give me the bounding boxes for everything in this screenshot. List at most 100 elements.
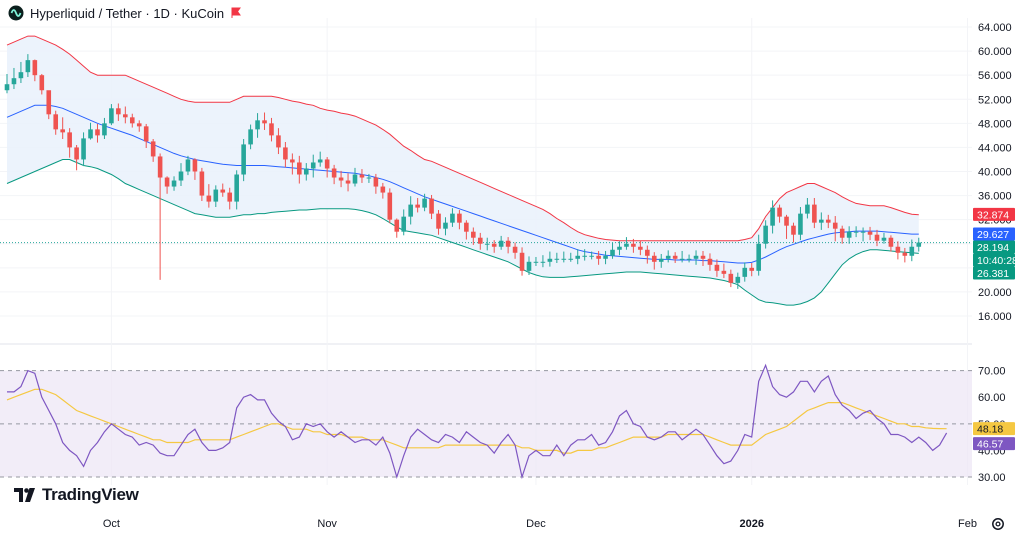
candle-body xyxy=(484,243,490,245)
candle-body xyxy=(102,123,107,136)
candle-body xyxy=(317,159,323,163)
candle-body xyxy=(338,177,344,181)
candle-body xyxy=(436,213,441,229)
candle-body xyxy=(290,159,295,163)
candle-body xyxy=(116,108,121,115)
candle-body xyxy=(505,240,511,247)
candle-body xyxy=(881,237,887,241)
candle-body xyxy=(234,174,239,202)
candle-body xyxy=(665,255,671,259)
candle-body xyxy=(171,180,177,187)
candle-body xyxy=(422,198,427,208)
candle-body xyxy=(512,246,518,253)
candle-body xyxy=(67,132,72,148)
candle-body xyxy=(582,255,587,257)
candle-body xyxy=(902,252,908,256)
candle-body xyxy=(178,171,184,181)
candle-body xyxy=(651,255,657,262)
candle-body xyxy=(519,252,525,271)
axis-badge-label: 32.874 xyxy=(977,209,1009,221)
candle-body xyxy=(874,234,880,241)
chart-header: Hyperliquid / Tether · 1D · KuCoin xyxy=(8,4,242,22)
candle-body xyxy=(387,192,393,220)
axis-badge-label: 48.18 xyxy=(977,424,1003,436)
candle-body xyxy=(283,147,288,160)
candle-body xyxy=(777,207,782,217)
candle-body xyxy=(394,219,400,232)
candle-body xyxy=(220,189,226,193)
time-tick-label: Feb xyxy=(958,518,977,530)
candle-body xyxy=(373,177,379,187)
candle-body xyxy=(269,123,274,136)
candle-body xyxy=(471,231,476,238)
candle-body xyxy=(415,204,420,208)
candle-body xyxy=(721,270,727,274)
candle-body xyxy=(658,258,664,262)
candle-body xyxy=(255,120,260,130)
axis-badge: 48.18 xyxy=(973,422,1015,436)
chart-title: Hyperliquid / Tether · 1D · KuCoin xyxy=(30,5,225,21)
candle-body xyxy=(763,225,768,244)
price-tick-label: 44.000 xyxy=(978,142,1012,154)
price-tick-label: 20.000 xyxy=(978,287,1012,299)
candle-body xyxy=(596,255,601,259)
candle-body xyxy=(129,117,135,124)
candle-body xyxy=(74,147,79,160)
candle-body xyxy=(380,186,386,193)
rsi-tick-label: 70.00 xyxy=(978,366,1006,378)
axis-badge: 29.627 xyxy=(973,227,1015,241)
tradingview-logo[interactable]: TradingView xyxy=(14,485,139,505)
rsi-tick-label: 30.00 xyxy=(978,472,1006,484)
axis-badge-label: 46.57 xyxy=(977,439,1003,451)
candle-body xyxy=(81,138,86,160)
candle-body xyxy=(206,195,212,202)
candle-body xyxy=(331,168,337,178)
candle-body xyxy=(805,204,810,214)
axis-badge-label: 26.381 xyxy=(977,268,1009,280)
candle-body xyxy=(359,174,365,178)
candle-body xyxy=(645,249,650,256)
price-tick-label: 16.000 xyxy=(978,311,1012,323)
candle-body xyxy=(262,120,267,124)
price-tick-label: 60.000 xyxy=(978,46,1012,58)
time-tick-label: Dec xyxy=(526,518,546,530)
candle-body xyxy=(770,207,775,226)
candle-body xyxy=(728,273,734,283)
candle-body xyxy=(303,168,309,175)
candle-body xyxy=(916,242,922,247)
axis-badge-bg xyxy=(973,227,1015,241)
gear-icon[interactable] xyxy=(990,516,1006,532)
candle-body xyxy=(95,129,100,136)
candle-body xyxy=(46,90,52,115)
candle-body xyxy=(547,258,553,262)
axis-badge-label: 29.627 xyxy=(977,229,1009,241)
candle-body xyxy=(679,258,685,260)
bollinger-lower-line xyxy=(6,159,919,306)
candle-body xyxy=(477,237,483,244)
candle-body xyxy=(909,246,915,256)
candle-body xyxy=(241,144,246,175)
candle-body xyxy=(88,129,93,139)
candle-body xyxy=(53,114,59,130)
candle-body xyxy=(860,231,866,233)
candle-body xyxy=(443,222,448,229)
rsi-line xyxy=(7,363,948,480)
candle-body xyxy=(157,156,163,178)
candle-body xyxy=(700,255,706,259)
candle-body xyxy=(589,255,594,257)
candle-body xyxy=(185,159,191,172)
tradingview-wordmark: TradingView xyxy=(42,485,139,504)
axis-badge-label: 10:40:28 xyxy=(977,255,1018,267)
candle-body xyxy=(631,243,636,247)
candle-body xyxy=(561,258,567,260)
candle-body xyxy=(60,129,65,133)
candle-body xyxy=(18,72,24,79)
candle-body xyxy=(136,123,142,127)
candle-body xyxy=(798,213,803,235)
red-flag-icon[interactable] xyxy=(230,7,242,19)
axis-badge: 32.874 xyxy=(973,207,1015,221)
candle-body xyxy=(568,258,574,260)
candle-body xyxy=(32,60,38,76)
